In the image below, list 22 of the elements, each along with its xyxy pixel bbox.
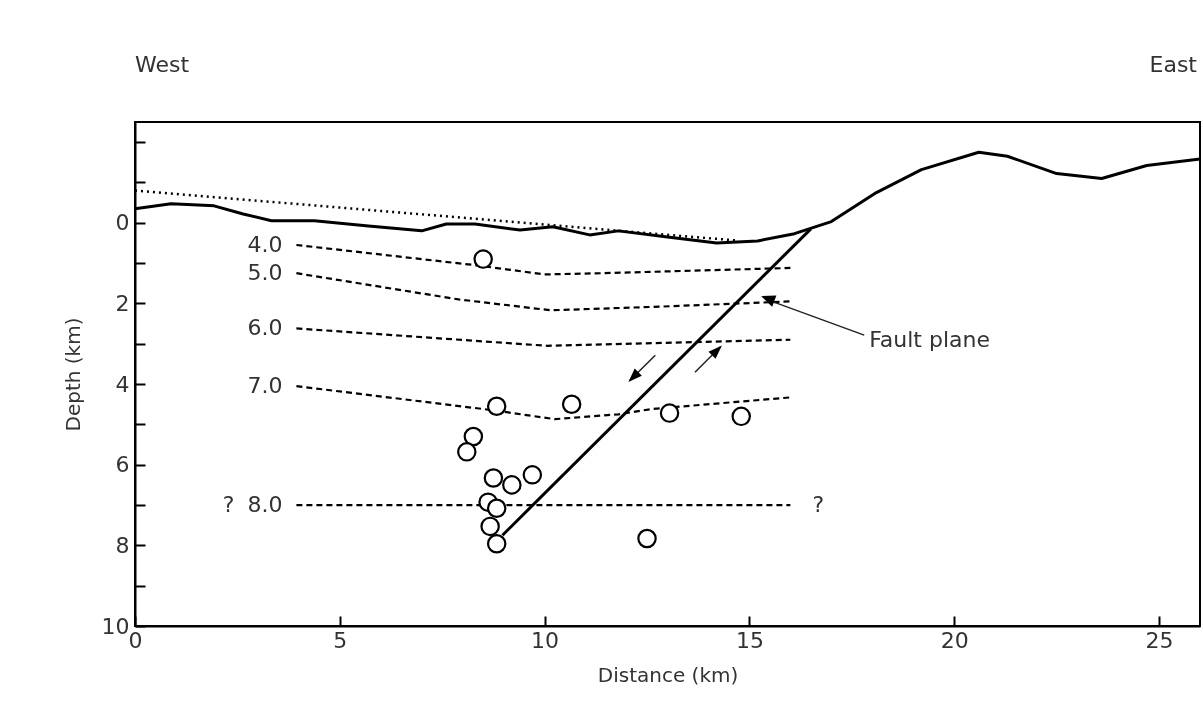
x-tick-label: 20 xyxy=(940,627,969,653)
series-label: 7.0 xyxy=(247,373,283,399)
x-tick-label: 15 xyxy=(735,627,764,653)
y-tick-label: 2 xyxy=(115,290,130,316)
series-label: 5.0 xyxy=(247,260,283,286)
x-tick-label: 5 xyxy=(333,627,348,653)
y-axis-title: Depth (km) xyxy=(60,317,85,432)
annotation: ? xyxy=(812,492,825,518)
series-label: 4.0 xyxy=(247,231,283,257)
y-tick-label: 0 xyxy=(115,210,130,236)
text: East xyxy=(1149,52,1197,77)
text: Fault plane xyxy=(869,327,991,353)
annotation: ? xyxy=(222,492,235,518)
text: West xyxy=(135,52,190,77)
x-tick-label: 10 xyxy=(531,627,560,653)
x-tick-label: 25 xyxy=(1145,627,1174,653)
y-tick-label: 6 xyxy=(115,452,130,478)
series-label: 8.0 xyxy=(247,492,283,518)
y-tick-label: 8 xyxy=(115,532,130,558)
y-tick-label: 4 xyxy=(115,371,130,397)
series-label: 6.0 xyxy=(247,315,283,341)
x-axis-title: Distance (km) xyxy=(597,662,739,687)
